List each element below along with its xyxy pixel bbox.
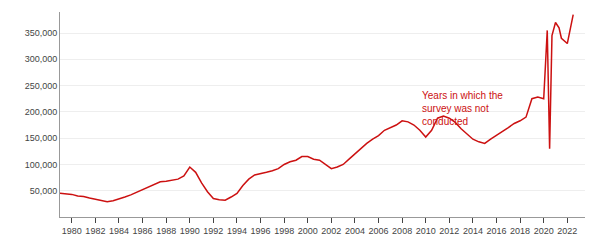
svg-text:100,000: 100,000: [25, 160, 58, 170]
svg-text:1996: 1996: [251, 226, 271, 236]
svg-text:50,000: 50,000: [30, 186, 58, 196]
svg-text:300,000: 300,000: [25, 54, 58, 64]
svg-text:1990: 1990: [180, 226, 200, 236]
svg-text:2018: 2018: [510, 226, 530, 236]
svg-text:2014: 2014: [463, 226, 483, 236]
svg-text:1998: 1998: [274, 226, 294, 236]
svg-text:1980: 1980: [62, 226, 82, 236]
svg-text:1982: 1982: [85, 226, 105, 236]
svg-text:2020: 2020: [534, 226, 554, 236]
svg-text:Years in which thesurvey was n: Years in which thesurvey was notconducte…: [422, 90, 503, 127]
svg-text:2008: 2008: [392, 226, 412, 236]
svg-text:1992: 1992: [203, 226, 223, 236]
svg-text:1988: 1988: [156, 226, 176, 236]
svg-text:2012: 2012: [439, 226, 459, 236]
svg-text:1984: 1984: [109, 226, 129, 236]
svg-text:250,000: 250,000: [25, 81, 58, 91]
svg-text:200,000: 200,000: [25, 107, 58, 117]
svg-text:2000: 2000: [298, 226, 318, 236]
svg-text:2004: 2004: [345, 226, 365, 236]
svg-text:2016: 2016: [487, 226, 507, 236]
svg-text:2010: 2010: [416, 226, 436, 236]
svg-text:2022: 2022: [557, 226, 577, 236]
svg-text:2002: 2002: [321, 226, 341, 236]
svg-text:1986: 1986: [133, 226, 153, 236]
svg-text:1994: 1994: [227, 226, 247, 236]
svg-text:150,000: 150,000: [25, 133, 58, 143]
svg-text:2006: 2006: [369, 226, 389, 236]
svg-text:350,000: 350,000: [25, 28, 58, 38]
